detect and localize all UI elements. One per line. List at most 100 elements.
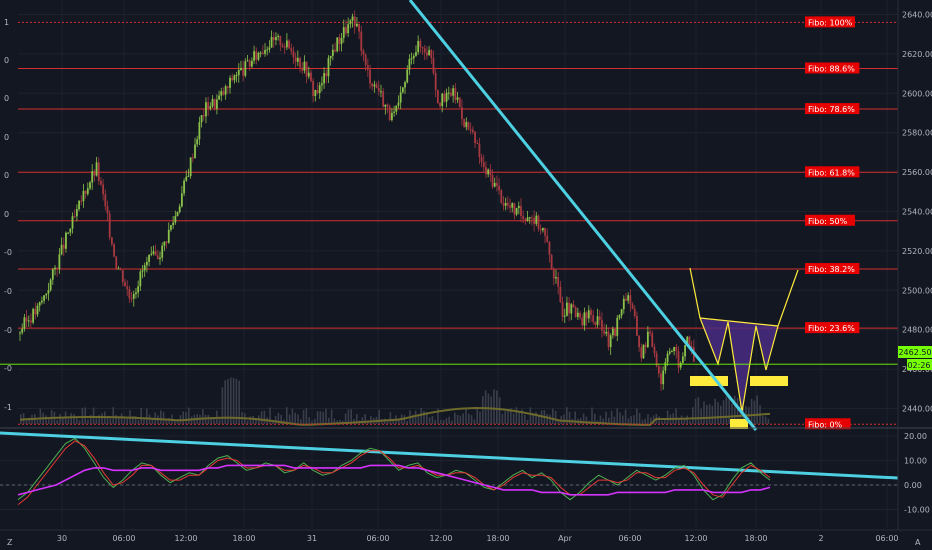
volume-bar — [689, 420, 691, 424]
candle-body — [644, 344, 647, 348]
time-tick: 06:00 — [112, 534, 135, 543]
candle-body — [102, 184, 105, 195]
price-tick: 2540.00 — [902, 208, 932, 217]
candle-body — [174, 216, 177, 223]
candle-body — [307, 72, 310, 77]
volume-bar — [616, 408, 618, 424]
candle-body — [89, 182, 91, 189]
candle-body — [690, 346, 693, 348]
candle-body — [614, 328, 616, 336]
head-marker — [730, 419, 748, 429]
volume-bar — [132, 416, 134, 424]
volume-bar — [95, 418, 98, 424]
candle-body — [244, 61, 247, 76]
volume-bar — [207, 414, 210, 424]
volume-bar — [454, 412, 456, 424]
candle-body — [150, 253, 153, 255]
candle-body — [513, 203, 516, 215]
volume-bar — [302, 409, 305, 424]
volume-bar — [255, 417, 257, 424]
candle-body — [419, 40, 422, 48]
timezone-icon[interactable]: Z — [7, 538, 13, 547]
candle-body — [570, 304, 573, 314]
candle-body — [666, 353, 669, 363]
volume-bar — [392, 419, 394, 424]
candle-body — [496, 182, 498, 186]
candle-body — [207, 102, 210, 109]
volume-bar — [482, 396, 484, 424]
candle-body — [430, 49, 433, 58]
oscillator-trendline[interactable] — [0, 431, 899, 480]
fibonacci-label-box — [805, 418, 851, 430]
price-tick: 2500.00 — [902, 286, 932, 295]
candle-body — [526, 217, 529, 221]
volume-bar — [78, 420, 81, 424]
volume-bar — [39, 408, 42, 424]
left-scale-tick: 1 — [4, 18, 9, 27]
fibonacci-label: Fibo: 38.2% — [808, 265, 855, 274]
volume-bar — [305, 408, 308, 424]
candle-body — [428, 49, 431, 56]
trendlines[interactable] — [0, 0, 899, 480]
candle-body — [135, 292, 137, 295]
volume-bar — [498, 397, 501, 424]
candle-body — [128, 289, 131, 299]
candle-body — [294, 57, 297, 62]
volume-bars — [19, 377, 771, 426]
volume-bar — [470, 415, 473, 424]
candle-body — [520, 205, 522, 217]
candle-body — [399, 92, 402, 103]
volume-bar — [624, 409, 627, 424]
candle-body — [257, 52, 260, 60]
left-scale-tick: 0 — [4, 210, 9, 219]
volume-bar — [140, 408, 142, 424]
candle-body — [301, 67, 304, 71]
candle-body — [397, 102, 400, 106]
volume-bar — [87, 419, 89, 424]
price-trendline[interactable] — [408, 0, 758, 431]
fibonacci-label: Fibo: 88.6% — [808, 64, 855, 73]
candle-body — [130, 298, 133, 300]
candle-body — [640, 347, 643, 359]
candle-body — [58, 254, 61, 270]
volume-bar — [336, 420, 338, 424]
volume-bar — [398, 419, 400, 424]
volume-bar — [717, 402, 719, 424]
candle-body — [609, 335, 612, 348]
candle-body — [596, 316, 599, 325]
candle-body — [509, 205, 511, 208]
left-shoulder-marker — [690, 376, 728, 386]
candle-body — [653, 346, 656, 354]
candle-body — [187, 175, 190, 177]
candle-body — [364, 54, 367, 66]
candle-body — [310, 72, 312, 82]
candle-body — [524, 218, 527, 221]
candle-body — [585, 312, 588, 319]
volume-bar — [277, 412, 280, 424]
volume-bar — [353, 418, 355, 424]
auto-scale-icon[interactable]: A — [915, 538, 921, 547]
candle-body — [126, 286, 129, 290]
candle-body — [443, 93, 446, 102]
volume-bar — [403, 415, 406, 424]
oscillator-grid — [0, 435, 898, 510]
volume-bar — [666, 410, 669, 424]
volume-bar — [238, 380, 240, 424]
candle-body — [391, 112, 393, 121]
candle-body — [191, 157, 194, 159]
candle-body — [200, 115, 203, 123]
candle-body — [32, 308, 35, 323]
candle-body — [268, 47, 271, 50]
candle-body — [454, 88, 457, 100]
volume-bar — [764, 416, 767, 424]
candle-body — [117, 268, 120, 270]
volume-bar — [661, 420, 663, 424]
volume-bar — [406, 420, 408, 424]
fibonacci-label-box — [805, 103, 860, 115]
volume-bar — [260, 411, 263, 424]
candle-body — [546, 235, 549, 242]
volume-bar — [297, 414, 299, 424]
volume-bar — [619, 412, 621, 424]
